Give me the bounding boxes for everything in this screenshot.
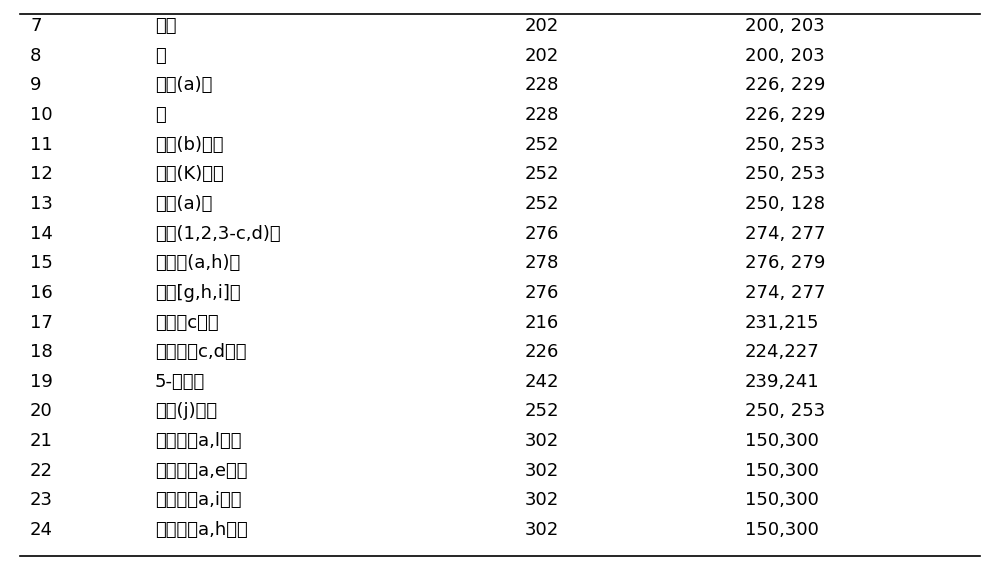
Text: 231,215: 231,215 bbox=[745, 314, 820, 332]
Text: 苯并（c）芴: 苯并（c）芴 bbox=[155, 314, 219, 332]
Text: 200, 203: 200, 203 bbox=[745, 17, 825, 35]
Text: 苯并(j)茨蒽: 苯并(j)茨蒽 bbox=[155, 402, 217, 421]
Text: 274, 277: 274, 277 bbox=[745, 284, 826, 302]
Text: 苯并(K)茨蒽: 苯并(K)茨蒽 bbox=[155, 165, 224, 184]
Text: 苯并[g,h,i]芘: 苯并[g,h,i]芘 bbox=[155, 284, 241, 302]
Text: 250, 253: 250, 253 bbox=[745, 136, 825, 154]
Text: 10: 10 bbox=[30, 106, 53, 124]
Text: 202: 202 bbox=[525, 17, 559, 35]
Text: 250, 253: 250, 253 bbox=[745, 402, 825, 421]
Text: 屈: 屈 bbox=[155, 106, 166, 124]
Text: 22: 22 bbox=[30, 462, 53, 480]
Text: 二苯并（a,e）芘: 二苯并（a,e）芘 bbox=[155, 462, 248, 480]
Text: 16: 16 bbox=[30, 284, 53, 302]
Text: 芘: 芘 bbox=[155, 47, 166, 65]
Text: 302: 302 bbox=[525, 462, 559, 480]
Text: 15: 15 bbox=[30, 254, 53, 272]
Text: 14: 14 bbox=[30, 225, 53, 243]
Text: 苯并(a)芘: 苯并(a)芘 bbox=[155, 195, 212, 213]
Text: 茚并(1,2,3-c,d)芘: 茚并(1,2,3-c,d)芘 bbox=[155, 225, 281, 243]
Text: 239,241: 239,241 bbox=[745, 373, 820, 391]
Text: 278: 278 bbox=[525, 254, 559, 272]
Text: 茨蒽: 茨蒽 bbox=[155, 17, 176, 35]
Text: 202: 202 bbox=[525, 47, 559, 65]
Text: 252: 252 bbox=[525, 165, 560, 184]
Text: 环戊并（c,d）芘: 环戊并（c,d）芘 bbox=[155, 343, 246, 361]
Text: 302: 302 bbox=[525, 432, 559, 450]
Text: 二苯并（a,i）芘: 二苯并（a,i）芘 bbox=[155, 491, 242, 510]
Text: 226: 226 bbox=[525, 343, 559, 361]
Text: 9: 9 bbox=[30, 76, 42, 95]
Text: 18: 18 bbox=[30, 343, 53, 361]
Text: 二苯并（a,h）芘: 二苯并（a,h）芘 bbox=[155, 521, 248, 539]
Text: 242: 242 bbox=[525, 373, 560, 391]
Text: 200, 203: 200, 203 bbox=[745, 47, 825, 65]
Text: 226, 229: 226, 229 bbox=[745, 76, 825, 95]
Text: 二苯并（a,l）芘: 二苯并（a,l）芘 bbox=[155, 432, 242, 450]
Text: 250, 128: 250, 128 bbox=[745, 195, 825, 213]
Text: 苯并(b)茨蒽: 苯并(b)茨蒽 bbox=[155, 136, 224, 154]
Text: 150,300: 150,300 bbox=[745, 462, 819, 480]
Text: 19: 19 bbox=[30, 373, 53, 391]
Text: 216: 216 bbox=[525, 314, 559, 332]
Text: 21: 21 bbox=[30, 432, 53, 450]
Text: 150,300: 150,300 bbox=[745, 491, 819, 510]
Text: 8: 8 bbox=[30, 47, 41, 65]
Text: 13: 13 bbox=[30, 195, 53, 213]
Text: 252: 252 bbox=[525, 402, 560, 421]
Text: 252: 252 bbox=[525, 195, 560, 213]
Text: 276: 276 bbox=[525, 225, 559, 243]
Text: 23: 23 bbox=[30, 491, 53, 510]
Text: 5-甲基屈: 5-甲基屈 bbox=[155, 373, 205, 391]
Text: 17: 17 bbox=[30, 314, 53, 332]
Text: 7: 7 bbox=[30, 17, 42, 35]
Text: 11: 11 bbox=[30, 136, 53, 154]
Text: 302: 302 bbox=[525, 491, 559, 510]
Text: 150,300: 150,300 bbox=[745, 521, 819, 539]
Text: 276: 276 bbox=[525, 284, 559, 302]
Text: 250, 253: 250, 253 bbox=[745, 165, 825, 184]
Text: 224,227: 224,227 bbox=[745, 343, 820, 361]
Text: 20: 20 bbox=[30, 402, 53, 421]
Text: 274, 277: 274, 277 bbox=[745, 225, 826, 243]
Text: 228: 228 bbox=[525, 76, 559, 95]
Text: 252: 252 bbox=[525, 136, 560, 154]
Text: 二苯并(a,h)蒽: 二苯并(a,h)蒽 bbox=[155, 254, 240, 272]
Text: 24: 24 bbox=[30, 521, 53, 539]
Text: 12: 12 bbox=[30, 165, 53, 184]
Text: 276, 279: 276, 279 bbox=[745, 254, 825, 272]
Text: 302: 302 bbox=[525, 521, 559, 539]
Text: 苯并(a)蒽: 苯并(a)蒽 bbox=[155, 76, 212, 95]
Text: 226, 229: 226, 229 bbox=[745, 106, 825, 124]
Text: 150,300: 150,300 bbox=[745, 432, 819, 450]
Text: 228: 228 bbox=[525, 106, 559, 124]
